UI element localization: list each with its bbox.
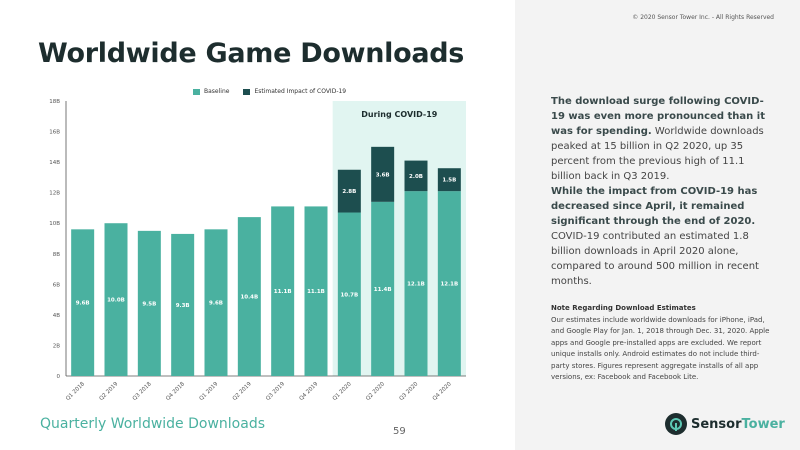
y-tick-label: 12B [49, 191, 60, 197]
sensor-tower-logo-icon [665, 413, 687, 435]
bar-baseline-label: 10.0B [107, 298, 125, 304]
x-tick-label: Q4 2020 [432, 381, 453, 402]
bar-baseline-label: 9.3B [176, 303, 190, 309]
sensor-tower-logo: SensorTower [665, 413, 785, 435]
bar-chart: During COVID-19 0 2B 4B 6B 8B 10B 12B 14B 16B 18B 9… [49, 99, 466, 402]
bar-baseline-label: 11.1B [274, 289, 292, 295]
x-tick-label: Q1 2020 [332, 381, 353, 402]
logo-wordmark-part-2: Tower [741, 416, 785, 432]
bar-covid-impact [437, 168, 461, 192]
bar-baseline-label: 10.4B [240, 295, 258, 301]
bar-covid-impact [337, 169, 361, 213]
x-tick-label: Q1 2018 [65, 381, 86, 402]
legend-swatch-baseline [193, 88, 200, 95]
bar-covid-impact [404, 160, 428, 192]
bar-baseline-label: 9.6B [76, 301, 90, 307]
x-tick-label: Q3 2020 [398, 381, 419, 402]
x-tick-label: Q3 2019 [265, 381, 286, 402]
legend-item-impact: Estimated Impact of COVID-19 [243, 88, 346, 95]
x-tick-label: Q3 2018 [132, 381, 153, 402]
bar-covid-impact-label: 2.8B [342, 189, 356, 195]
y-tick-label: 18B [49, 99, 60, 105]
x-tick-label: Q4 2018 [165, 381, 186, 402]
covid-highlight-label: During COVID-19 [361, 110, 438, 119]
y-tick-label: 0 [57, 374, 61, 380]
x-tick-label: Q2 2019 [98, 381, 119, 402]
bar-baseline [71, 229, 95, 376]
logo-wordmark: SensorTower [691, 417, 785, 432]
logo-wordmark-part-1: Sensor [691, 416, 742, 432]
commentary-panel: © 2020 Sensor Tower Inc. - All Rights Re… [515, 0, 800, 450]
copyright-text: © 2020 Sensor Tower Inc. - All Rights Re… [632, 14, 774, 21]
bar-baseline-label: 9.6B [209, 301, 223, 307]
chart-subtitle: Quarterly Worldwide Downloads [40, 416, 266, 432]
bar-covid-impact-label: 1.5B [442, 178, 456, 184]
y-tick-label: 4B [53, 313, 60, 319]
y-tick-label: 10B [49, 221, 60, 227]
y-tick-label: 16B [49, 130, 60, 136]
bar-baseline [404, 191, 428, 376]
bar-baseline [371, 201, 395, 376]
bar-covid-impact-label: 3.6B [376, 172, 390, 178]
bar-baseline [204, 229, 228, 376]
y-tick-label: 14B [49, 160, 60, 166]
x-tick-label: Q4 2019 [298, 381, 319, 402]
bar-baseline [171, 233, 195, 376]
bar-baseline [104, 223, 128, 376]
bar-baseline-label: 11.4B [374, 287, 392, 293]
legend-label-baseline: Baseline [204, 88, 230, 95]
note-body: Our estimates include worldwide download… [551, 315, 770, 382]
page-number: 59 [393, 426, 406, 437]
commentary-1-body: Worldwide downloads peaked at 15 billion… [551, 126, 764, 182]
bar-baseline-label: 12.1B [407, 282, 425, 288]
x-tick-label: Q2 2019 [232, 381, 253, 402]
commentary-2-highlight: While the impact from COVID-19 has decre… [551, 186, 758, 227]
bar-baseline [437, 191, 461, 376]
bar-covid-impact [371, 146, 395, 202]
bar-baseline [304, 206, 328, 376]
commentary-paragraph-2: While the impact from COVID-19 has decre… [551, 184, 767, 289]
bar-baseline-label: 10.7B [340, 292, 358, 298]
commentary-1-highlight: The download surge following COVID-19 wa… [551, 96, 765, 137]
bar-covid-impact-label: 2.0B [409, 174, 423, 180]
y-tick-label: 8B [53, 252, 60, 258]
x-tick-label: Q2 2020 [365, 381, 386, 402]
bar-baseline [337, 212, 361, 376]
bar-baseline-label: 11.1B [307, 289, 325, 295]
x-tick-label: Q1 2019 [198, 381, 219, 402]
chart-panel: Worldwide Game Downloads Baseline Estima… [38, 38, 466, 437]
commentary-2-body: COVID-19 contributed an estimated 1.8 bi… [551, 231, 759, 287]
y-tick-label: 2B [53, 343, 60, 349]
download-estimates-note: Note Regarding Download Estimates Our es… [551, 303, 773, 384]
bar-baseline [237, 217, 261, 376]
bar-baseline [137, 230, 161, 376]
commentary-paragraph-1: The download surge following COVID-19 wa… [551, 94, 767, 184]
legend-label-impact: Estimated Impact of COVID-19 [254, 88, 347, 95]
legend-item-baseline: Baseline [193, 88, 229, 95]
chart-legend: Baseline Estimated Impact of COVID-19 [193, 88, 346, 95]
bar-baseline-label: 12.1B [440, 282, 458, 288]
y-tick-label: 6B [53, 282, 60, 288]
bar-baseline [271, 206, 295, 376]
bar-baseline-label: 9.5B [142, 301, 156, 307]
legend-swatch-impact [243, 88, 251, 95]
note-title: Note Regarding Download Estimates [551, 304, 696, 312]
page-title: Worldwide Game Downloads [38, 38, 465, 69]
